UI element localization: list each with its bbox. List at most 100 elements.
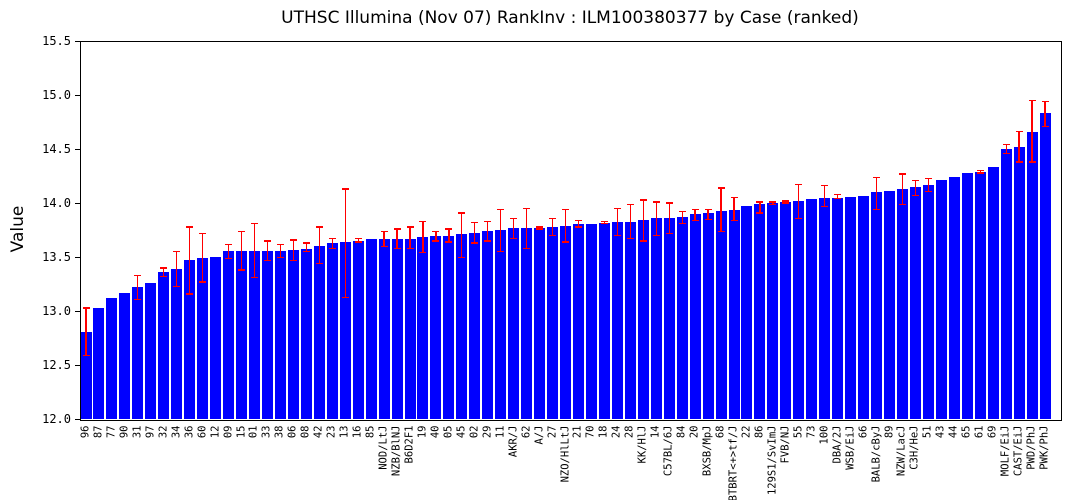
error-bar-cap-top xyxy=(782,200,790,202)
error-bar-cap-bottom xyxy=(1028,161,1036,163)
bar xyxy=(767,203,779,419)
error-bar-line xyxy=(525,208,528,249)
error-bar-line xyxy=(1005,144,1007,154)
error-bar-cap-bottom xyxy=(626,238,634,240)
error-bar-cap-top xyxy=(199,232,207,235)
error-bar-line xyxy=(564,209,567,243)
bar xyxy=(119,292,131,419)
error-bar-line xyxy=(1018,131,1020,163)
x-tick-label: 28 xyxy=(623,425,636,438)
error-bar-line xyxy=(409,226,411,249)
x-tick-label: 15 xyxy=(235,425,248,438)
error-bar-line xyxy=(344,189,346,298)
error-bar-cap-bottom xyxy=(782,202,790,204)
error-bar-cap-bottom xyxy=(354,241,362,243)
error-bar-cap-bottom xyxy=(445,241,453,243)
bar xyxy=(261,250,273,419)
bar xyxy=(715,210,727,419)
x-tick-label: C57BL/6J xyxy=(662,425,675,476)
bar xyxy=(352,240,364,419)
error-bar-line xyxy=(201,233,204,283)
chart-title: UTHSC Illumina (Nov 07) RankInv : ILM100… xyxy=(281,8,859,28)
bar xyxy=(443,235,455,419)
x-tick-label: 09 xyxy=(222,425,235,438)
error-bar-cap-top xyxy=(1028,99,1036,102)
x-tick-label: 02 xyxy=(468,425,481,438)
error-bar-cap-bottom xyxy=(225,257,233,259)
bar xyxy=(287,249,299,419)
error-bar-line xyxy=(176,251,178,287)
error-bar-cap-bottom xyxy=(873,208,881,211)
x-tick-label: 55 xyxy=(792,425,805,438)
error-bar-cap-bottom xyxy=(898,203,906,205)
error-bar-cap-top xyxy=(536,226,544,228)
error-bar-cap-bottom xyxy=(289,259,297,262)
y-tick-label: 12.5 xyxy=(42,358,71,373)
error-bar-line xyxy=(785,200,787,204)
x-tick-label: 27 xyxy=(546,425,559,438)
y-tick-mark xyxy=(75,40,80,42)
x-tick-label: 69 xyxy=(986,425,999,438)
error-bar-cap-top xyxy=(406,226,414,228)
x-tick-label: 77 xyxy=(105,425,118,438)
x-tick-label: 11 xyxy=(494,425,507,438)
x-tick-label: 29 xyxy=(481,425,494,438)
x-tick-label: 96 xyxy=(79,425,92,438)
x-tick-label: 31 xyxy=(131,425,144,438)
x-tick-label: 36 xyxy=(183,425,196,438)
error-bar-cap-bottom xyxy=(510,238,518,240)
bar xyxy=(728,209,740,419)
error-bar-cap-bottom xyxy=(730,219,738,222)
bar xyxy=(754,204,766,419)
x-tick-label: 21 xyxy=(571,425,584,438)
error-bar-cap-top xyxy=(834,193,842,196)
x-tick-label: FVB/NJ xyxy=(779,425,792,464)
x-tick-label: 33 xyxy=(260,425,273,438)
bar xyxy=(1013,146,1025,419)
error-bar-cap-bottom xyxy=(186,293,194,295)
error-bar-cap-bottom xyxy=(536,228,544,230)
x-tick-label: 38 xyxy=(273,425,286,438)
plot-area xyxy=(80,41,1062,422)
x-tick-label: 45 xyxy=(455,425,468,438)
error-bar-line xyxy=(1044,101,1046,127)
error-bar-cap-top xyxy=(1015,131,1023,133)
x-tick-label: 62 xyxy=(520,425,533,438)
x-tick-label: 100 xyxy=(818,425,831,445)
error-bar-cap-top xyxy=(134,274,142,277)
error-bar-cap-bottom xyxy=(263,259,271,262)
bar xyxy=(832,197,844,419)
error-bar-line xyxy=(655,202,657,236)
x-tick-label: NZW/LacJ xyxy=(895,425,908,476)
error-bar-line xyxy=(292,239,294,261)
error-bar-cap-bottom xyxy=(276,256,284,258)
bar xyxy=(896,189,908,419)
error-bar-line xyxy=(253,223,256,278)
error-bar-cap-top xyxy=(898,173,906,175)
bar xyxy=(585,223,597,419)
x-tick-label: 70 xyxy=(584,425,597,438)
error-bar-cap-top xyxy=(380,230,388,232)
error-bar-line xyxy=(551,218,554,236)
error-bar-line xyxy=(927,178,930,192)
y-tick-label: 15.0 xyxy=(42,88,71,103)
error-bar-line xyxy=(448,229,450,243)
y-tick-label: 13.0 xyxy=(42,304,71,319)
error-bar-line xyxy=(474,222,476,244)
x-tick-label: 90 xyxy=(118,425,131,438)
x-tick-label: 60 xyxy=(196,425,209,438)
x-tick-label: AKR/J xyxy=(507,425,520,457)
error-bar-cap-bottom xyxy=(924,190,932,192)
error-bar-cap-top xyxy=(730,197,738,199)
bar xyxy=(495,230,507,419)
error-bar-cap-bottom xyxy=(432,240,440,242)
error-bar-cap-top xyxy=(186,226,194,228)
bar xyxy=(469,233,481,419)
error-bar-cap-top xyxy=(600,220,608,223)
x-tick-label: 61 xyxy=(973,425,986,438)
error-bar-cap-top xyxy=(458,212,466,214)
error-bar-line xyxy=(85,307,87,356)
bar xyxy=(806,198,818,419)
error-bar-cap-top xyxy=(315,226,323,228)
